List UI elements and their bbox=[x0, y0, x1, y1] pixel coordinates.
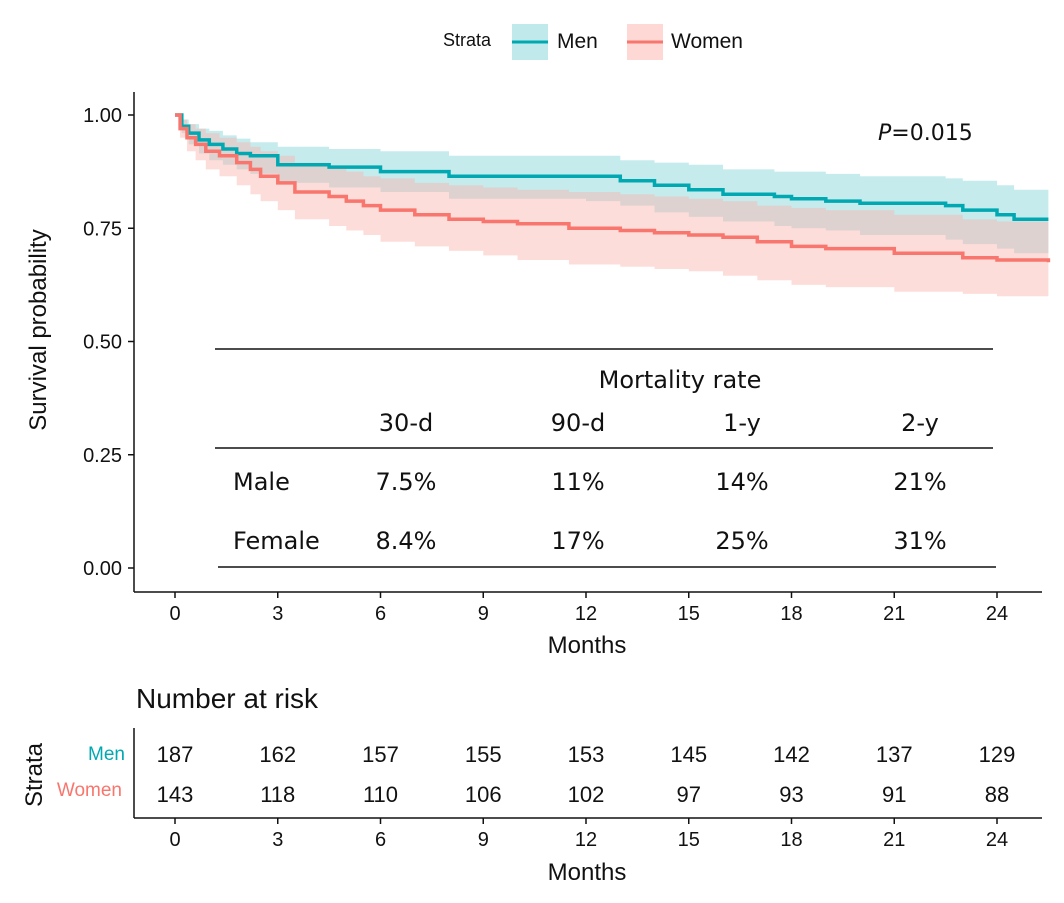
table-col-90d: 90-d bbox=[551, 409, 605, 437]
risk-count-women: 93 bbox=[779, 782, 803, 807]
x-tick-label: 9 bbox=[478, 603, 489, 625]
table-cell: 8.4% bbox=[376, 527, 437, 555]
risk-count-men: 142 bbox=[773, 742, 810, 767]
risk-count-men: 155 bbox=[465, 742, 502, 767]
table-col-2y: 2-y bbox=[901, 409, 939, 437]
risk-count-men: 153 bbox=[568, 742, 605, 767]
curve-men bbox=[175, 113, 1049, 221]
table-cell: 14% bbox=[715, 468, 768, 496]
risk-count-men: 137 bbox=[876, 742, 913, 767]
y-ticks: 0.00 0.25 0.50 0.75 1.00 bbox=[83, 105, 134, 580]
risk-x-tick-label: 18 bbox=[780, 829, 802, 851]
risk-x-tick-label: 6 bbox=[375, 829, 386, 851]
p-value-number: =0.015 bbox=[891, 121, 972, 146]
curve-women bbox=[175, 113, 1051, 263]
x-ticks: 0 3 6 9 12 15 18 21 24 bbox=[169, 592, 1008, 625]
risk-count-men: 162 bbox=[259, 742, 296, 767]
p-value-symbol: P bbox=[878, 121, 892, 146]
risk-x-tick-label: 0 bbox=[169, 829, 180, 851]
risk-x-tick-label: 15 bbox=[678, 829, 700, 851]
x-tick-label: 24 bbox=[986, 603, 1008, 625]
risk-count-women: 102 bbox=[568, 782, 605, 807]
risk-x-tick-label: 21 bbox=[883, 829, 905, 851]
y-tick-label: 0.50 bbox=[83, 332, 122, 354]
risk-count-women: 110 bbox=[363, 782, 398, 807]
risk-count-women: 143 bbox=[157, 782, 194, 807]
table-col-30d: 30-d bbox=[379, 409, 433, 437]
risk-x-ticks: 0 3 6 9 12 15 18 21 24 bbox=[169, 818, 1008, 851]
x-tick-label: 15 bbox=[678, 603, 700, 625]
x-tick-label: 6 bbox=[375, 603, 386, 625]
band-women bbox=[175, 115, 1049, 299]
risk-count-women: 91 bbox=[882, 782, 906, 807]
table-cell: 11% bbox=[551, 468, 604, 496]
risk-x-tick-label: 24 bbox=[986, 829, 1008, 851]
y-tick-label: 1.00 bbox=[83, 105, 122, 127]
x-tick-label: 21 bbox=[883, 603, 905, 625]
risk-counts: 187 162 157 155 153 145 142 137 129 143 118 110 106 1… bbox=[157, 742, 1016, 807]
table-row-male-label: Male bbox=[233, 468, 290, 496]
risk-x-tick-label: 3 bbox=[272, 829, 283, 851]
risk-count-women: 88 bbox=[985, 782, 1009, 807]
confidence-bands bbox=[175, 115, 1049, 299]
legend: Strata Men Women bbox=[443, 24, 743, 60]
table-cell: 7.5% bbox=[376, 468, 437, 496]
x-axis-title: Months bbox=[548, 632, 627, 659]
risk-row-women-label: Women bbox=[57, 780, 122, 801]
p-value-annotation: P=0.015 bbox=[878, 121, 973, 146]
y-tick-label: 0.75 bbox=[83, 218, 122, 240]
risk-count-men: 187 bbox=[157, 742, 194, 767]
x-tick-label: 18 bbox=[780, 603, 802, 625]
table-cell: 21% bbox=[893, 468, 946, 496]
risk-count-men: 157 bbox=[362, 742, 399, 767]
risk-count-women: 118 bbox=[260, 782, 295, 807]
risk-row-men-label: Men bbox=[88, 744, 125, 765]
risk-table-title: Number at risk bbox=[136, 683, 319, 714]
risk-table: Number at risk Strata Men Women 187 162 15… bbox=[21, 683, 1042, 886]
y-tick-label: 0.00 bbox=[83, 558, 122, 580]
risk-count-men: 145 bbox=[670, 742, 707, 767]
y-tick-label: 0.25 bbox=[83, 445, 122, 467]
table-title: Mortality rate bbox=[599, 366, 762, 394]
table-col-1y: 1-y bbox=[723, 409, 761, 437]
risk-count-women: 97 bbox=[677, 782, 701, 807]
table-row-female-label: Female bbox=[233, 527, 320, 555]
band-men bbox=[175, 115, 1049, 256]
mortality-table: Mortality rate 30-d 90-d 1-y 2-y Male 7.… bbox=[215, 348, 996, 568]
table-cell: 25% bbox=[715, 527, 768, 555]
risk-count-women: 106 bbox=[465, 782, 502, 807]
y-axis-title: Survival probability bbox=[25, 229, 52, 430]
table-cell: 17% bbox=[551, 527, 604, 555]
survival-curves bbox=[175, 113, 1051, 263]
x-tick-label: 12 bbox=[575, 603, 597, 625]
legend-women-label: Women bbox=[671, 30, 743, 53]
legend-men-label: Men bbox=[557, 30, 598, 53]
risk-x-axis-title: Months bbox=[548, 859, 627, 886]
risk-count-men: 129 bbox=[979, 742, 1016, 767]
risk-table-ylabel: Strata bbox=[21, 742, 48, 807]
legend-title: Strata bbox=[443, 30, 492, 50]
x-tick-label: 0 bbox=[169, 603, 180, 625]
risk-x-tick-label: 12 bbox=[575, 829, 597, 851]
x-tick-label: 3 bbox=[272, 603, 283, 625]
table-cell: 31% bbox=[893, 527, 946, 555]
risk-x-tick-label: 9 bbox=[478, 829, 489, 851]
